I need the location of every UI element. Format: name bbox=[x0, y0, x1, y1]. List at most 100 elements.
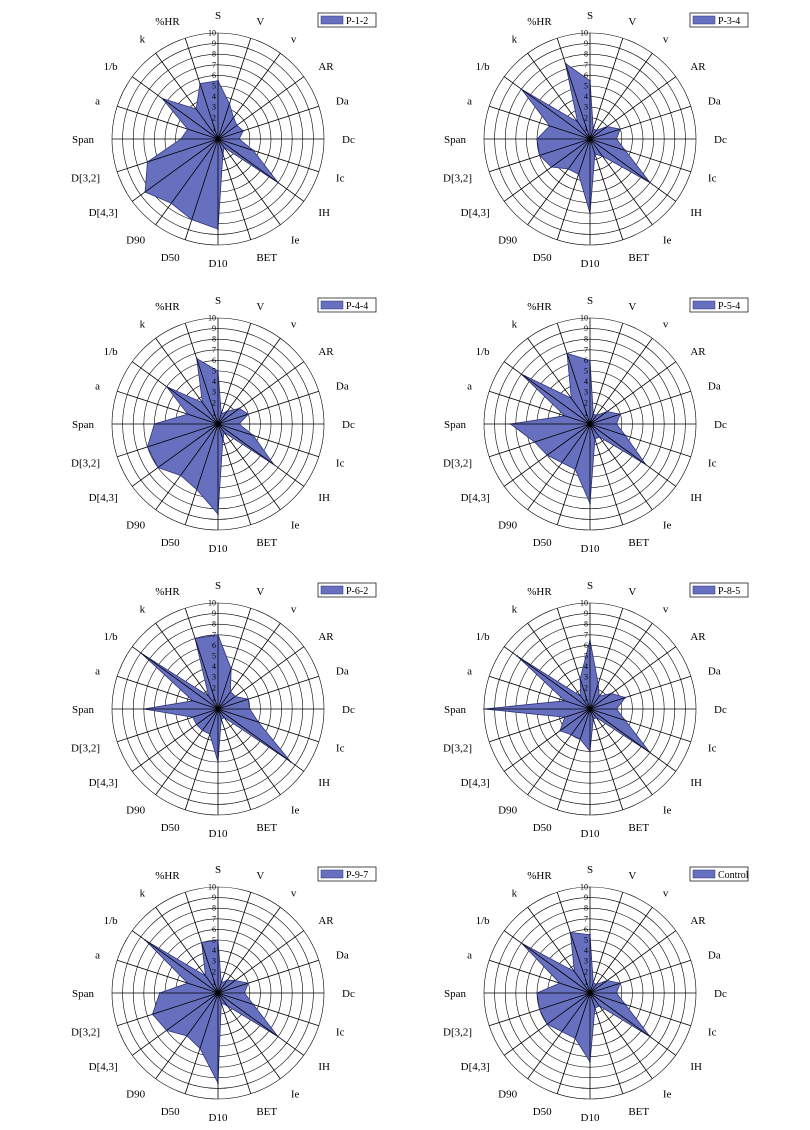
radar-chart-3: 1 23 45 6 78 910 S Vv AR Da Dc Ic IH Ie BET D10 D50 D90 D[… bbox=[443, 295, 749, 555]
axis-spoke bbox=[117, 423, 219, 458]
axis-label: Ie bbox=[663, 234, 672, 246]
axis-label: %HR bbox=[155, 586, 180, 598]
data-point bbox=[520, 88, 523, 91]
axis-label: V bbox=[256, 586, 264, 598]
tick-label: 3 bbox=[584, 957, 588, 966]
axis-spoke bbox=[589, 423, 676, 487]
data-point bbox=[157, 466, 159, 469]
tick-label: 6 bbox=[584, 356, 588, 365]
data-point bbox=[217, 761, 219, 763]
axis-label: %HR bbox=[155, 870, 180, 882]
data-point bbox=[546, 1023, 549, 1026]
axis-spoke bbox=[132, 708, 219, 772]
axis-label: IH bbox=[690, 777, 702, 789]
data-point bbox=[520, 942, 523, 945]
axis-spoke bbox=[556, 992, 591, 1094]
series-area bbox=[509, 352, 647, 504]
data-point bbox=[191, 716, 194, 719]
axis-label: D90 bbox=[126, 519, 145, 531]
axis-spoke bbox=[589, 38, 624, 140]
data-point bbox=[194, 637, 196, 640]
axis-spoke bbox=[589, 708, 653, 795]
axis-label: S bbox=[587, 580, 593, 592]
data-point bbox=[595, 983, 598, 986]
axis-spoke bbox=[556, 892, 591, 994]
tick-label: 5 bbox=[584, 82, 588, 91]
axis-label: Ic bbox=[336, 742, 345, 754]
data-point bbox=[180, 138, 182, 140]
data-point bbox=[153, 423, 156, 425]
tick-label: 6 bbox=[584, 641, 588, 650]
axis-spoke bbox=[217, 623, 281, 710]
axis-spoke bbox=[155, 907, 219, 994]
tick-label: 4 bbox=[584, 662, 588, 671]
axis-label: %HR bbox=[155, 301, 180, 313]
data-point bbox=[289, 761, 292, 763]
data-point bbox=[165, 385, 168, 388]
tick-label: 7 bbox=[212, 345, 216, 354]
data-point bbox=[220, 982, 223, 984]
axis-label: S bbox=[587, 864, 593, 876]
axis-label: IH bbox=[690, 1061, 702, 1073]
axis-spoke bbox=[589, 138, 676, 202]
axis-spoke bbox=[527, 907, 591, 994]
axis-spoke bbox=[527, 53, 591, 140]
data-point bbox=[615, 708, 618, 710]
data-point bbox=[579, 738, 582, 741]
axis-spoke bbox=[117, 675, 219, 710]
axis-label: a bbox=[95, 950, 100, 962]
data-point bbox=[570, 733, 573, 736]
radar-chart-7: 1 23 45 6 78 910 S Vv AR Da Dc Ic IH Ie BET D10 D50 D90 D[… bbox=[443, 864, 749, 1124]
radar-spokes bbox=[112, 887, 324, 1099]
legend-swatch bbox=[692, 585, 716, 595]
axis-label: AR bbox=[318, 61, 334, 73]
data-point bbox=[207, 695, 210, 698]
axis-label: BET bbox=[628, 537, 649, 549]
axis-spoke bbox=[217, 423, 252, 525]
tick-label: 10 bbox=[208, 599, 216, 608]
data-point bbox=[186, 128, 189, 131]
axis-label: Da bbox=[336, 666, 349, 678]
axis-spoke bbox=[527, 338, 591, 425]
data-point bbox=[223, 146, 226, 149]
axis-label: S bbox=[215, 580, 221, 592]
axis-spoke bbox=[132, 992, 219, 1056]
axis-label: D90 bbox=[498, 1088, 517, 1100]
data-point bbox=[595, 414, 598, 417]
axis-label: BET bbox=[628, 1106, 649, 1118]
data-point bbox=[574, 1037, 577, 1040]
axis-label: V bbox=[256, 301, 264, 313]
axis-label: Ic bbox=[708, 742, 717, 754]
tick-label: 8 bbox=[212, 335, 216, 344]
data-point bbox=[238, 138, 241, 140]
axis-spoke bbox=[489, 708, 591, 743]
legend-swatch bbox=[320, 15, 344, 25]
axis-label: Ie bbox=[291, 234, 300, 246]
axis-label: D90 bbox=[126, 234, 145, 246]
axis-spoke bbox=[117, 105, 219, 140]
tick-label: 1 bbox=[584, 409, 588, 418]
tick-label: 1 bbox=[584, 124, 588, 133]
data-point bbox=[592, 718, 595, 720]
data-point bbox=[208, 733, 211, 736]
axis-label: v bbox=[291, 888, 297, 900]
axis-spoke bbox=[556, 708, 591, 810]
axis-label: k bbox=[512, 319, 518, 331]
axis-label: Ie bbox=[663, 519, 672, 531]
axis-label: a bbox=[95, 381, 100, 393]
axis-label: D50 bbox=[533, 537, 552, 549]
axis-spoke bbox=[589, 423, 653, 510]
tick-label: 6 bbox=[212, 71, 216, 80]
axis-label: k bbox=[512, 888, 518, 900]
axis-label: k bbox=[140, 888, 146, 900]
data-point bbox=[217, 370, 219, 372]
data-point bbox=[624, 696, 627, 699]
legend: P-5-4 bbox=[689, 297, 749, 313]
data-point bbox=[548, 125, 551, 127]
data-point bbox=[272, 463, 275, 466]
tick-label: 2 bbox=[584, 967, 588, 976]
data-point bbox=[144, 191, 147, 193]
data-point bbox=[619, 128, 622, 131]
data-point bbox=[576, 120, 579, 123]
axis-label: BET bbox=[256, 252, 277, 264]
